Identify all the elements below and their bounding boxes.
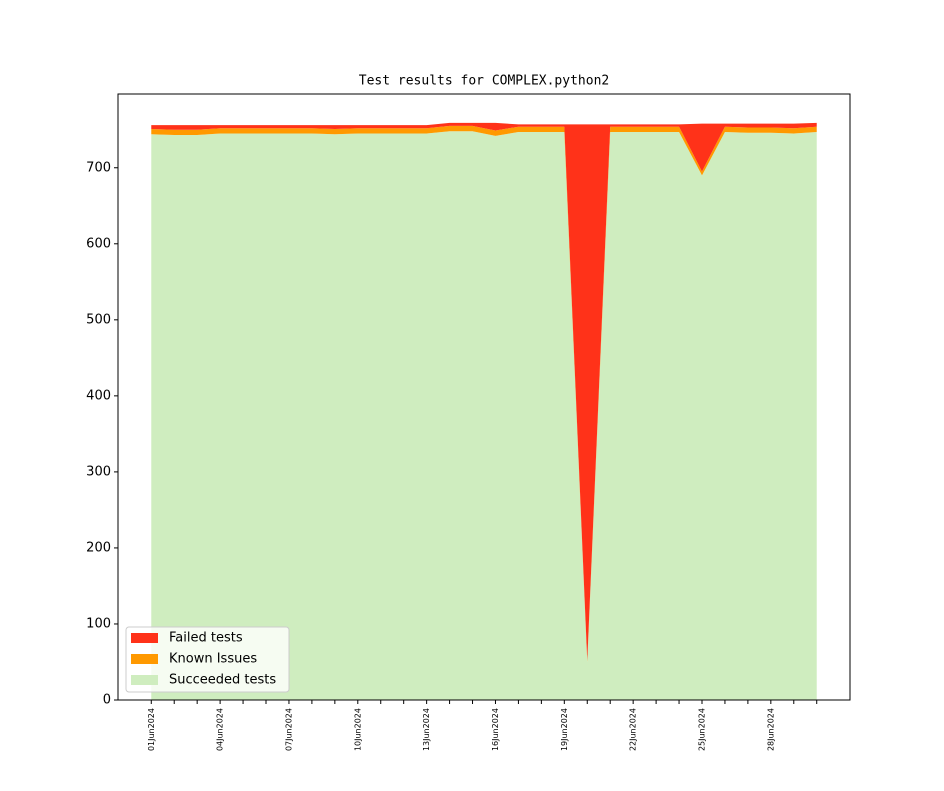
y-tick-label: 100	[86, 616, 111, 631]
y-tick-label: 400	[86, 388, 111, 403]
x-tick-label: 13Jun2024	[422, 708, 431, 751]
legend-swatch	[131, 675, 158, 685]
x-tick-label: 28Jun2024	[766, 708, 775, 751]
y-tick-label: 700	[86, 160, 111, 175]
x-tick-label: 10Jun2024	[353, 708, 362, 751]
x-tick-label: 01Jun2024	[147, 708, 156, 751]
x-tick-label: 19Jun2024	[560, 708, 569, 751]
legend-swatch	[131, 654, 158, 664]
legend-label: Known Issues	[169, 652, 257, 667]
y-tick-label: 600	[86, 236, 111, 251]
legend-label: Succeeded tests	[169, 673, 276, 688]
legend-frame	[125, 626, 290, 693]
x-tick-label: 22Jun2024	[629, 708, 638, 751]
y-tick-label: 200	[86, 540, 111, 555]
y-tick-label: 500	[86, 312, 111, 327]
x-tick-label: 07Jun2024	[284, 708, 293, 751]
x-tick-label: 16Jun2024	[491, 708, 500, 751]
x-tick-label: 04Jun2024	[216, 708, 225, 751]
legend-label: Failed tests	[169, 631, 243, 646]
x-tick-label: 25Jun2024	[697, 708, 706, 751]
plot-frame	[117, 93, 851, 701]
y-tick-label: 0	[103, 693, 111, 708]
area	[151, 131, 817, 701]
chart-title: Test results for COMPLEX.python2	[359, 74, 609, 89]
legend: Failed tests Known Issues Succeeded tests	[125, 626, 290, 693]
legend-swatch	[131, 633, 158, 643]
y-tick-label: 300	[86, 464, 111, 479]
